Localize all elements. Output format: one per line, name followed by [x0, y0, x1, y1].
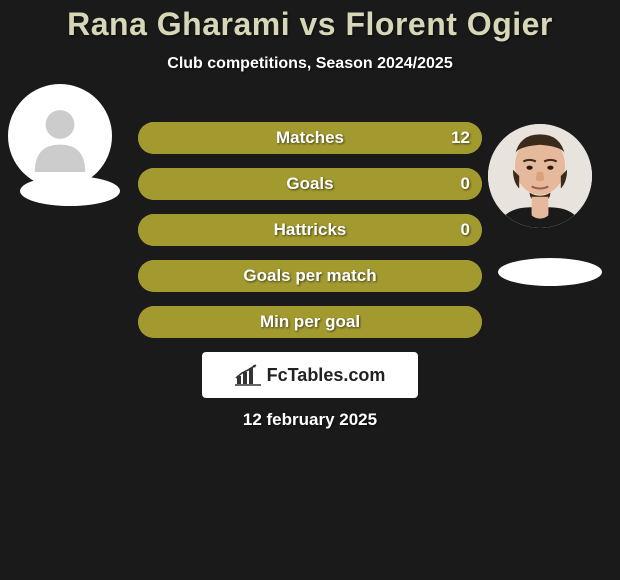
comparison-card: Rana Gharami vs Florent Ogier Club compe… — [0, 0, 620, 580]
bar-label: Goals per match — [138, 260, 482, 292]
stat-bar-row: Goals per match — [138, 260, 482, 292]
bar-value-right: 0 — [461, 168, 470, 200]
stat-bar-row: Min per goal — [138, 306, 482, 338]
bar-label: Matches — [138, 122, 482, 154]
player-right-avatar — [488, 124, 592, 228]
player-right-flag — [498, 258, 602, 286]
bar-chart-icon — [235, 364, 261, 386]
date-text: 12 february 2025 — [0, 410, 620, 430]
bar-label: Min per goal — [138, 306, 482, 338]
stat-bar-row: Matches12 — [138, 122, 482, 154]
page-title: Rana Gharami vs Florent Ogier — [0, 0, 620, 43]
fctables-logo: FcTables.com — [202, 352, 418, 398]
bar-label: Hattricks — [138, 214, 482, 246]
bar-label: Goals — [138, 168, 482, 200]
player-left-flag — [20, 176, 120, 206]
stat-bar-row: Hattricks0 — [138, 214, 482, 246]
logo-text: FcTables.com — [267, 365, 386, 386]
stat-bar-row: Goals0 — [138, 168, 482, 200]
stat-bars: Matches12Goals0Hattricks0Goals per match… — [138, 122, 482, 352]
player-left-avatar — [8, 84, 112, 188]
subtitle: Club competitions, Season 2024/2025 — [0, 55, 620, 73]
bar-value-right: 0 — [461, 214, 470, 246]
person-silhouette-icon — [24, 100, 96, 172]
bar-value-right: 12 — [451, 122, 470, 154]
